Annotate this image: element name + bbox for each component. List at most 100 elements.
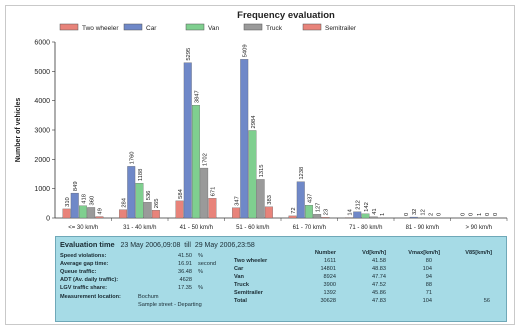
table-row-name: Van — [234, 274, 244, 280]
evaluation-to: 29 May 2006,23:58 — [194, 242, 255, 249]
stat-value: 17.35 — [178, 285, 192, 291]
data-label: 72 — [291, 207, 297, 213]
x-tick-label: 31 - 40 km/h — [123, 225, 156, 231]
table-row-name: Two wheeler — [234, 258, 268, 264]
legend-label: Van — [208, 25, 219, 32]
data-label: 584 — [178, 188, 184, 198]
table-cell: 47.74 — [372, 274, 386, 280]
table-cell: 14801 — [320, 266, 336, 272]
location-label: Measurement location: — [60, 294, 121, 300]
legend-label: Truck — [266, 25, 283, 32]
bar — [175, 200, 184, 219]
table-cell: 1392 — [323, 290, 336, 296]
bar — [313, 214, 322, 219]
table-cell: 56 — [483, 298, 490, 304]
table-cell: 94 — [425, 274, 432, 280]
location-sub: Sample street - Departing — [138, 302, 202, 308]
y-tick-label: 3000 — [34, 128, 50, 135]
data-label: 671 — [211, 187, 217, 197]
data-label: 0 — [404, 213, 410, 216]
table-row-name: Total — [234, 298, 247, 304]
bar — [304, 205, 313, 219]
stat-label: ADT (Av. daily traffic): — [60, 277, 119, 283]
data-label: 849 — [73, 181, 79, 191]
data-label: 360 — [89, 196, 95, 206]
data-label: 2 — [428, 213, 434, 216]
data-label: 284 — [121, 197, 127, 207]
x-tick-label: 61 - 70 km/h — [293, 225, 326, 231]
evaluation-time-label: Evaluation time — [60, 240, 115, 249]
table-cell: 3900 — [323, 282, 336, 288]
y-axis-label: Number of vehicles — [15, 98, 22, 163]
stat-unit: % — [198, 285, 203, 291]
data-label: 49 — [98, 208, 104, 214]
evaluation-panel: Evaluation time 23 May 2006,09:08 till 2… — [55, 236, 507, 322]
data-label: 0 — [437, 213, 443, 216]
data-label: 1760 — [130, 151, 136, 164]
stat-label: Average gap time: — [60, 261, 109, 267]
table-cell: 71 — [425, 290, 432, 296]
data-label: 5409 — [243, 44, 249, 57]
bar — [70, 192, 79, 219]
data-label: 1 — [380, 213, 386, 216]
table-cell: 104 — [422, 298, 432, 304]
bar — [409, 216, 418, 219]
table-row-name: Truck — [234, 282, 249, 288]
data-label: 1 — [477, 213, 483, 216]
x-tick-label: <= 30 km/h — [68, 225, 98, 231]
table-cell: 80 — [425, 258, 432, 264]
table-cell: 30628 — [320, 298, 336, 304]
data-label: 12 — [420, 209, 426, 215]
table-header: Vd[km/h] — [362, 250, 386, 256]
data-label: 0 — [460, 213, 466, 216]
data-label: 1315 — [259, 165, 265, 178]
x-tick-label: 41 - 50 km/h — [180, 225, 213, 231]
data-label: 127 — [315, 203, 321, 213]
bar — [183, 62, 192, 219]
bar — [248, 130, 257, 219]
table-cell: 47.83 — [372, 298, 386, 304]
table-cell: 48.83 — [372, 266, 386, 272]
x-tick-label: 71 - 80 km/h — [349, 225, 382, 231]
data-label: 32 — [412, 209, 418, 215]
data-label: 3847 — [194, 90, 200, 103]
table-cell: 104 — [422, 266, 432, 272]
stat-unit: second — [198, 261, 217, 267]
bar — [232, 207, 240, 219]
y-tick-label: 4000 — [34, 98, 50, 105]
stat-label: LGV traffic share: — [60, 285, 107, 291]
table-cell: 45.86 — [372, 290, 386, 296]
legend-label: Car — [146, 25, 157, 32]
table-header: Number — [314, 250, 336, 256]
stat-value: 4628 — [179, 277, 192, 283]
data-label: 383 — [267, 195, 273, 205]
chart-title: Frequency evaluation — [237, 10, 335, 21]
table-row-name: Car — [234, 266, 244, 272]
y-tick-label: 2000 — [34, 157, 50, 164]
evaluation-time-line: Evaluation time 23 May 2006,09:08 till 2… — [60, 240, 255, 249]
data-label: 5295 — [186, 48, 192, 61]
table-cell: 1611 — [323, 258, 336, 264]
legend-swatch — [59, 23, 79, 31]
data-label: 1188 — [138, 169, 144, 181]
stat-value: 36.48 — [178, 269, 192, 275]
x-tick-label: > 90 km/h — [465, 225, 492, 231]
table-header: Vmax[km/h] — [408, 250, 440, 256]
y-tick-label: 6000 — [34, 40, 50, 47]
bar — [361, 213, 370, 219]
x-tick-label: 51 - 60 km/h — [236, 225, 269, 231]
bar — [151, 210, 160, 219]
bar — [208, 198, 217, 219]
table-header: V85[km/h] — [465, 250, 492, 256]
legend-swatch — [123, 23, 143, 31]
bar — [95, 216, 104, 219]
data-label: 212 — [356, 200, 362, 210]
data-label: 310 — [65, 197, 71, 207]
legend-label: Semitrailer — [325, 25, 357, 32]
data-label: 41 — [372, 208, 378, 214]
bar — [353, 211, 362, 219]
location-value: Bochum — [138, 294, 159, 300]
stat-unit: % — [198, 269, 203, 275]
bar — [240, 59, 249, 219]
